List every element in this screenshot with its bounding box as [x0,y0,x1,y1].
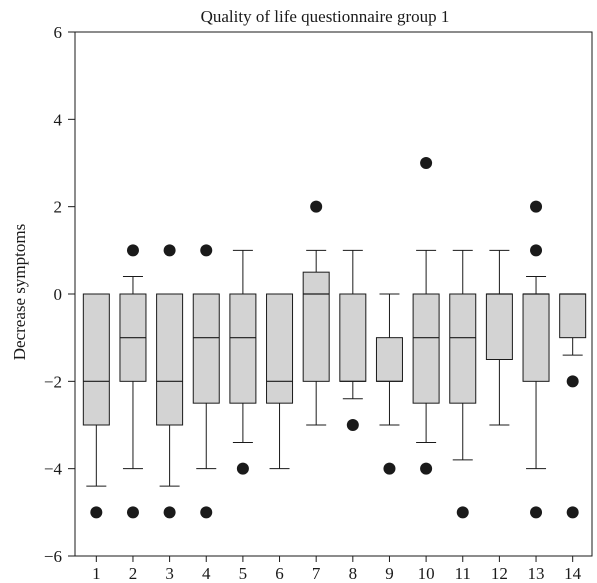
plot-frame [74,31,593,557]
box-series [82,157,587,519]
outlier-point [346,419,359,431]
box-4 [192,244,220,519]
x-tick-label: 10 [418,564,435,583]
outlier-point [383,462,396,475]
box-2 [119,244,147,519]
x-tick-label: 7 [312,564,321,583]
box-iqr [449,293,477,404]
y-axis: −6 −4 −2 0 2 4 6 [44,23,75,566]
box-14 [559,293,587,519]
outlier-point [530,506,543,519]
outlier-point [236,462,249,475]
box-iqr [485,293,513,360]
x-tick-label: 3 [165,564,174,583]
chart-title: Quality of life questionnaire group 1 [201,7,450,26]
box-iqr [302,271,330,382]
box-10 [412,157,440,475]
outlier-point [200,244,213,257]
outlier-point [566,375,579,388]
y-tick-label: 2 [54,198,63,217]
box-iqr [559,293,587,339]
outlier-point [126,506,139,519]
x-tick-label: 6 [275,564,284,583]
outlier-point [566,506,579,519]
box-iqr [266,293,294,404]
x-tick-label: 2 [129,564,138,583]
outlier-point [310,200,323,213]
outlier-point [420,157,433,169]
x-tick-label: 12 [491,564,508,583]
outlier-point [530,200,543,213]
box-8 [339,249,367,431]
box-iqr [229,293,257,404]
x-tick-label: 9 [385,564,394,583]
box-iqr [192,293,220,404]
box-iqr [156,293,184,426]
x-tick-label: 5 [239,564,248,583]
outlier-point [420,462,433,475]
outlier-point [163,506,176,519]
y-axis-label: Decrease symptoms [10,224,29,360]
x-tick-label: 4 [202,564,211,583]
y-tick-label: 0 [54,285,63,304]
x-tick-label: 14 [564,564,582,583]
box-12 [485,249,513,426]
x-axis: 1 2 3 4 5 6 7 8 9 10 11 12 13 14 [92,556,582,583]
box-5 [229,249,257,475]
box-iqr [82,293,110,426]
outlier-point [163,244,176,257]
y-tick-label: −2 [44,372,62,391]
x-tick-label: 8 [349,564,358,583]
box-iqr [522,293,550,382]
x-tick-label: 13 [528,564,545,583]
box-13 [522,200,550,519]
y-tick-label: 4 [54,110,63,129]
outlier-point [456,506,469,519]
box-11 [449,249,477,519]
y-tick-label: −4 [44,460,63,479]
box-iqr [375,337,403,382]
box-9 [375,293,403,475]
y-tick-label: 6 [54,23,63,42]
box-iqr [339,293,367,382]
outlier-point [126,244,139,257]
x-tick-label: 1 [92,564,101,583]
box-7 [302,200,330,426]
outlier-point [200,506,213,519]
x-tick-label: 11 [455,564,471,583]
outlier-point [90,506,103,519]
y-tick-label: −6 [44,547,62,566]
box-3 [156,244,184,519]
box-1 [82,293,110,519]
box-6 [266,293,294,470]
outlier-point [530,244,543,257]
box-iqr [412,293,440,404]
